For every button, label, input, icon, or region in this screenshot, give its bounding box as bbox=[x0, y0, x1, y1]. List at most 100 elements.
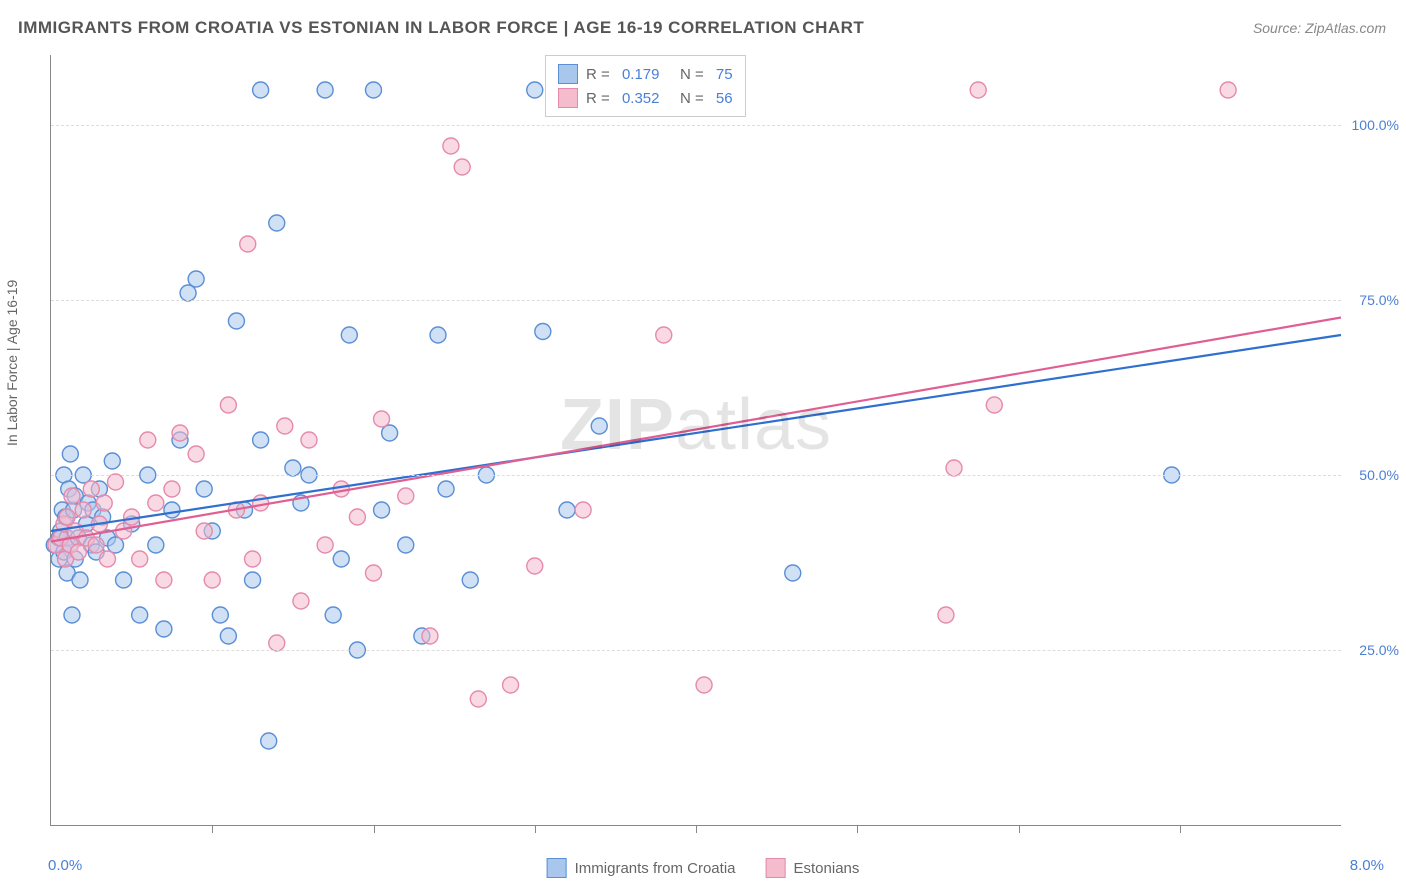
trend-line bbox=[51, 335, 1341, 531]
data-point bbox=[188, 446, 204, 462]
series-legend-item: Estonians bbox=[766, 858, 860, 878]
x-tick bbox=[535, 825, 536, 833]
r-label: R = bbox=[586, 90, 614, 107]
gridline bbox=[51, 650, 1341, 651]
data-point bbox=[317, 537, 333, 553]
legend-swatch bbox=[547, 858, 567, 878]
data-point bbox=[398, 537, 414, 553]
data-point bbox=[470, 691, 486, 707]
data-point bbox=[269, 215, 285, 231]
n-value: 56 bbox=[716, 90, 733, 107]
y-tick-label: 25.0% bbox=[1349, 642, 1399, 658]
x-tick bbox=[374, 825, 375, 833]
x-tick bbox=[1019, 825, 1020, 833]
data-point bbox=[422, 628, 438, 644]
data-point bbox=[591, 418, 607, 434]
data-point bbox=[443, 138, 459, 154]
scatter-svg bbox=[51, 55, 1341, 825]
data-point bbox=[180, 285, 196, 301]
data-point bbox=[341, 327, 357, 343]
data-point bbox=[696, 677, 712, 693]
gridline bbox=[51, 125, 1341, 126]
data-point bbox=[220, 397, 236, 413]
data-point bbox=[656, 327, 672, 343]
data-point bbox=[293, 593, 309, 609]
data-point bbox=[527, 82, 543, 98]
x-tick bbox=[212, 825, 213, 833]
data-point bbox=[366, 82, 382, 98]
data-point bbox=[62, 446, 78, 462]
stats-legend-row: R = 0.352 N = 56 bbox=[558, 86, 733, 110]
source-attribution: Source: ZipAtlas.com bbox=[1253, 20, 1386, 36]
data-point bbox=[172, 425, 188, 441]
data-point bbox=[374, 411, 390, 427]
data-point bbox=[72, 572, 88, 588]
chart-title: IMMIGRANTS FROM CROATIA VS ESTONIAN IN L… bbox=[18, 18, 864, 38]
data-point bbox=[301, 432, 317, 448]
data-point bbox=[382, 425, 398, 441]
data-point bbox=[156, 621, 172, 637]
y-tick-label: 100.0% bbox=[1349, 117, 1399, 133]
data-point bbox=[204, 572, 220, 588]
data-point bbox=[374, 502, 390, 518]
data-point bbox=[140, 432, 156, 448]
data-point bbox=[946, 460, 962, 476]
data-point bbox=[148, 495, 164, 511]
data-point bbox=[454, 159, 470, 175]
legend-swatch bbox=[766, 858, 786, 878]
data-point bbox=[277, 418, 293, 434]
data-point bbox=[245, 551, 261, 567]
x-axis-min-label: 0.0% bbox=[48, 857, 82, 874]
data-point bbox=[196, 481, 212, 497]
r-value: 0.179 bbox=[622, 66, 660, 83]
data-point bbox=[269, 635, 285, 651]
data-point bbox=[366, 565, 382, 581]
data-point bbox=[559, 502, 575, 518]
data-point bbox=[462, 572, 478, 588]
data-point bbox=[59, 509, 75, 525]
data-point bbox=[108, 474, 124, 490]
series-legend: Immigrants from Croatia Estonians bbox=[547, 858, 860, 878]
data-point bbox=[253, 432, 269, 448]
data-point bbox=[970, 82, 986, 98]
x-tick bbox=[857, 825, 858, 833]
r-label: R = bbox=[586, 66, 614, 83]
n-label: N = bbox=[667, 90, 707, 107]
data-point bbox=[333, 481, 349, 497]
data-point bbox=[438, 481, 454, 497]
y-axis-label: In Labor Force | Age 16-19 bbox=[4, 280, 20, 446]
gridline bbox=[51, 300, 1341, 301]
data-point bbox=[70, 544, 86, 560]
data-point bbox=[75, 502, 91, 518]
trend-line bbox=[51, 318, 1341, 542]
data-point bbox=[83, 481, 99, 497]
legend-swatch bbox=[558, 64, 578, 84]
x-axis-max-label: 8.0% bbox=[1350, 857, 1384, 874]
data-point bbox=[285, 460, 301, 476]
data-point bbox=[88, 537, 104, 553]
data-point bbox=[132, 607, 148, 623]
legend-swatch bbox=[558, 88, 578, 108]
correlation-chart: IMMIGRANTS FROM CROATIA VS ESTONIAN IN L… bbox=[0, 0, 1406, 892]
x-tick bbox=[696, 825, 697, 833]
data-point bbox=[245, 572, 261, 588]
plot-area: ZIPatlas 25.0%50.0%75.0%100.0% bbox=[50, 55, 1341, 826]
data-point bbox=[261, 733, 277, 749]
data-point bbox=[325, 607, 341, 623]
data-point bbox=[116, 572, 132, 588]
data-point bbox=[317, 82, 333, 98]
data-point bbox=[148, 537, 164, 553]
data-point bbox=[398, 488, 414, 504]
gridline bbox=[51, 475, 1341, 476]
series-legend-item: Immigrants from Croatia bbox=[547, 858, 736, 878]
data-point bbox=[108, 537, 124, 553]
data-point bbox=[1220, 82, 1236, 98]
stats-legend-row: R = 0.179 N = 75 bbox=[558, 62, 733, 86]
data-point bbox=[188, 271, 204, 287]
n-label: N = bbox=[667, 66, 707, 83]
data-point bbox=[349, 509, 365, 525]
x-tick bbox=[1180, 825, 1181, 833]
data-point bbox=[503, 677, 519, 693]
series-legend-label: Immigrants from Croatia bbox=[575, 860, 736, 877]
data-point bbox=[196, 523, 212, 539]
